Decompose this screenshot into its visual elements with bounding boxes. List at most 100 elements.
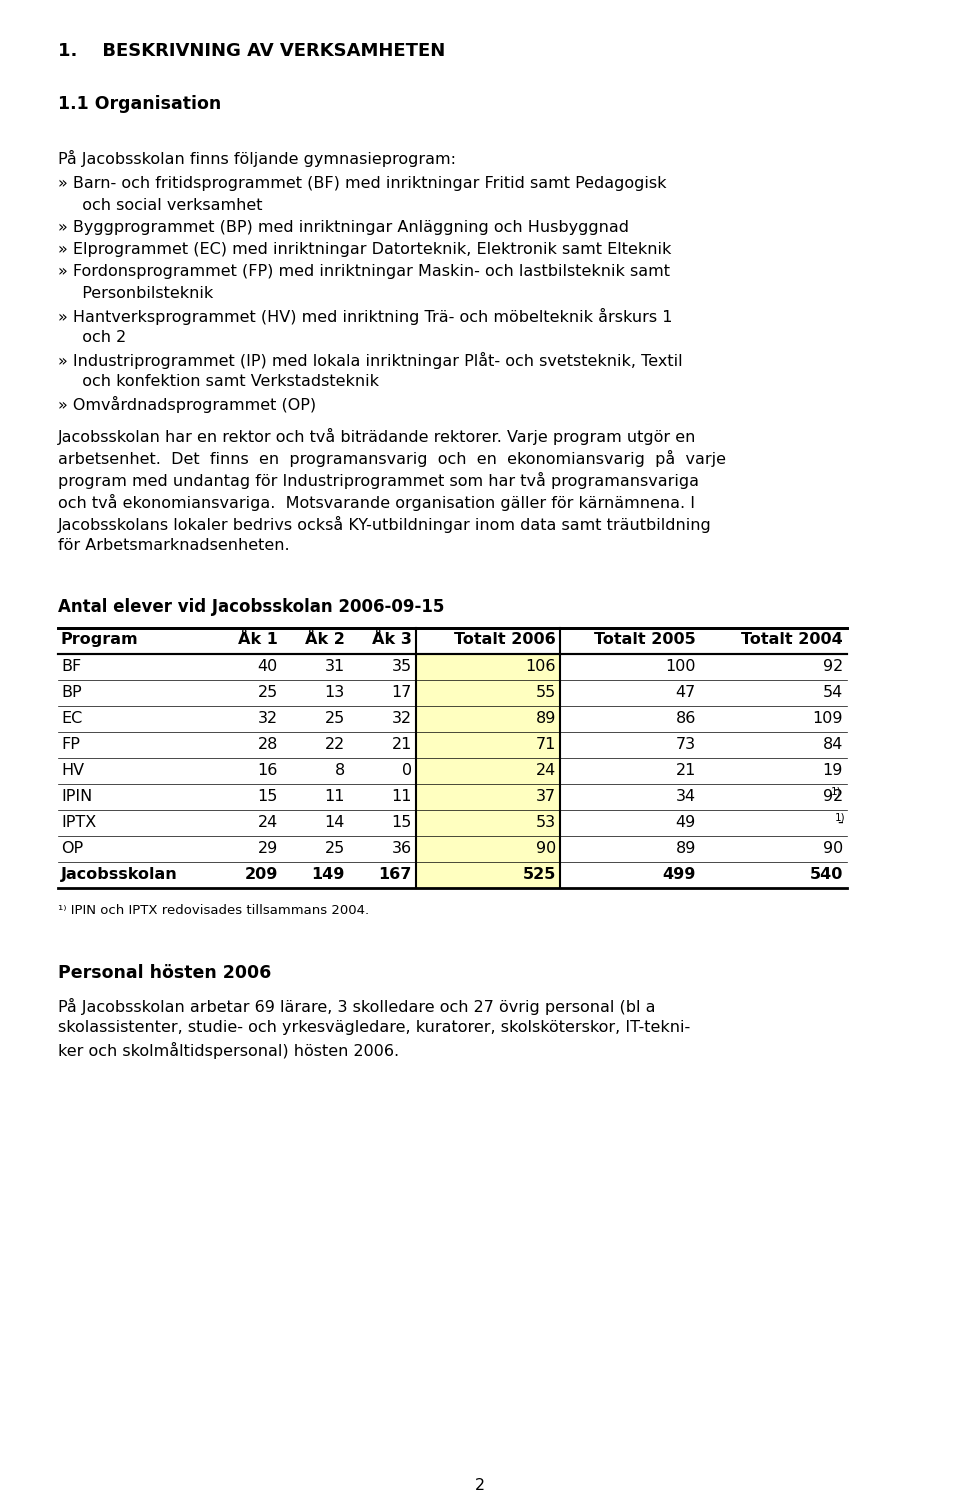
- Text: Totalt 2006: Totalt 2006: [454, 632, 556, 647]
- Text: 36: 36: [392, 841, 412, 856]
- Text: 89: 89: [676, 841, 696, 856]
- Text: 84: 84: [823, 737, 843, 752]
- Text: och två ekonomiansvariga.  Motsvarande organisation gäller för kärnämnena. I: och två ekonomiansvariga. Motsvarande or…: [58, 494, 695, 512]
- Text: 32: 32: [392, 710, 412, 725]
- Text: 24: 24: [536, 763, 556, 778]
- Text: 90: 90: [823, 841, 843, 856]
- Text: 19: 19: [823, 763, 843, 778]
- Text: arbetsenhet.  Det  finns  en  programansvarig  och  en  ekonomiansvarig  på  var: arbetsenhet. Det finns en programansvari…: [58, 450, 726, 467]
- Text: Jacobsskolan: Jacobsskolan: [61, 867, 178, 882]
- Text: Åk 2: Åk 2: [305, 632, 345, 647]
- Text: Personal hösten 2006: Personal hösten 2006: [58, 965, 272, 981]
- Text: 540: 540: [809, 867, 843, 882]
- Bar: [416, 835, 560, 862]
- Text: 47: 47: [676, 685, 696, 700]
- Text: » Byggprogrammet (BP) med inriktningar Anläggning och Husbyggnad: » Byggprogrammet (BP) med inriktningar A…: [58, 220, 629, 235]
- Text: program med undantag för Industriprogrammet som har två programansvariga: program med undantag för Industriprogram…: [58, 473, 699, 489]
- Text: 90: 90: [536, 841, 556, 856]
- Text: Åk 3: Åk 3: [372, 632, 412, 647]
- Bar: [416, 731, 560, 759]
- Text: 15: 15: [392, 816, 412, 829]
- Text: På Jacobsskolan finns följande gymnasieprogram:: På Jacobsskolan finns följande gymnasiep…: [58, 150, 456, 167]
- Text: för Arbetsmarknadsenheten.: för Arbetsmarknadsenheten.: [58, 537, 290, 552]
- Text: ker och skolmåltidspersonal) hösten 2006.: ker och skolmåltidspersonal) hösten 2006…: [58, 1041, 399, 1060]
- Text: och 2: och 2: [72, 330, 127, 345]
- Bar: [416, 706, 560, 731]
- Text: 13: 13: [324, 685, 345, 700]
- Text: 100: 100: [665, 659, 696, 674]
- Text: 149: 149: [312, 867, 345, 882]
- Text: 167: 167: [378, 867, 412, 882]
- Text: 71: 71: [536, 737, 556, 752]
- Text: Totalt 2004: Totalt 2004: [741, 632, 843, 647]
- Text: FP: FP: [61, 737, 80, 752]
- Bar: [416, 680, 560, 706]
- Text: 22: 22: [324, 737, 345, 752]
- Text: Personbilsteknik: Personbilsteknik: [72, 286, 213, 301]
- Text: » Fordonsprogrammet (FP) med inriktningar Maskin- och lastbilsteknik samt: » Fordonsprogrammet (FP) med inriktninga…: [58, 263, 670, 278]
- Text: och social verksamhet: och social verksamhet: [72, 199, 262, 214]
- Text: 1.1 Organisation: 1.1 Organisation: [58, 95, 221, 113]
- Text: 40: 40: [257, 659, 278, 674]
- Text: » Hantverksprogrammet (HV) med inriktning Trä- och möbelteknik årskurs 1: » Hantverksprogrammet (HV) med inriktnin…: [58, 309, 673, 325]
- Text: 17: 17: [392, 685, 412, 700]
- Bar: [416, 810, 560, 835]
- Bar: [416, 784, 560, 810]
- Text: Program: Program: [61, 632, 138, 647]
- Text: 24: 24: [257, 816, 278, 829]
- Text: 1): 1): [835, 813, 846, 823]
- Text: 21: 21: [676, 763, 696, 778]
- Text: 209: 209: [245, 867, 278, 882]
- Text: IPTX: IPTX: [61, 816, 96, 829]
- Text: 92: 92: [823, 789, 843, 804]
- Text: 11: 11: [324, 789, 345, 804]
- Text: OP: OP: [61, 841, 84, 856]
- Text: 14: 14: [324, 816, 345, 829]
- Text: 15: 15: [257, 789, 278, 804]
- Bar: [416, 862, 560, 888]
- Text: 73: 73: [676, 737, 696, 752]
- Text: » Barn- och fritidsprogrammet (BF) med inriktningar Fritid samt Pedagogisk: » Barn- och fritidsprogrammet (BF) med i…: [58, 176, 666, 191]
- Text: 8: 8: [335, 763, 345, 778]
- Text: EC: EC: [61, 710, 83, 725]
- Text: 25: 25: [324, 710, 345, 725]
- Text: På Jacobsskolan arbetar 69 lärare, 3 skolledare och 27 övrig personal (bl a: På Jacobsskolan arbetar 69 lärare, 3 sko…: [58, 998, 656, 1014]
- Text: » Omvårdnadsprogrammet (OP): » Omvårdnadsprogrammet (OP): [58, 396, 316, 412]
- Text: 31: 31: [324, 659, 345, 674]
- Text: Jacobsskolan har en rektor och två biträdande rektorer. Varje program utgör en: Jacobsskolan har en rektor och två biträ…: [58, 427, 696, 445]
- Text: HV: HV: [61, 763, 84, 778]
- Text: Totalt 2005: Totalt 2005: [594, 632, 696, 647]
- Text: 525: 525: [522, 867, 556, 882]
- Text: 21: 21: [392, 737, 412, 752]
- Text: 89: 89: [536, 710, 556, 725]
- Text: » Elprogrammet (EC) med inriktningar Datorteknik, Elektronik samt Elteknik: » Elprogrammet (EC) med inriktningar Dat…: [58, 242, 671, 257]
- Text: 106: 106: [525, 659, 556, 674]
- Text: 29: 29: [257, 841, 278, 856]
- Text: ¹⁾ IPIN och IPTX redovisades tillsammans 2004.: ¹⁾ IPIN och IPTX redovisades tillsammans…: [58, 905, 370, 917]
- Text: 54: 54: [823, 685, 843, 700]
- Text: skolassistenter, studie- och yrkesvägledare, kuratorer, skolsköterskor, IT-tekni: skolassistenter, studie- och yrkesvägled…: [58, 1020, 690, 1035]
- Text: BF: BF: [61, 659, 82, 674]
- Text: » Industriprogrammet (IP) med lokala inriktningar Plåt- och svetsteknik, Textil: » Industriprogrammet (IP) med lokala inr…: [58, 352, 683, 369]
- Text: 28: 28: [257, 737, 278, 752]
- Text: IPIN: IPIN: [61, 789, 92, 804]
- Text: 11: 11: [392, 789, 412, 804]
- Text: 16: 16: [257, 763, 278, 778]
- Text: 0: 0: [402, 763, 412, 778]
- Text: 53: 53: [536, 816, 556, 829]
- Text: 499: 499: [662, 867, 696, 882]
- Text: 32: 32: [258, 710, 278, 725]
- Text: 34: 34: [676, 789, 696, 804]
- Text: 1.    BESKRIVNING AV VERKSAMHETEN: 1. BESKRIVNING AV VERKSAMHETEN: [58, 42, 445, 60]
- Text: Åk 1: Åk 1: [238, 632, 278, 647]
- Text: 25: 25: [257, 685, 278, 700]
- Text: Jacobsskolans lokaler bedrivs också KY-utbildningar inom data samt träutbildning: Jacobsskolans lokaler bedrivs också KY-u…: [58, 516, 711, 533]
- Text: 1): 1): [831, 787, 842, 798]
- Bar: [416, 759, 560, 784]
- Text: 92: 92: [823, 659, 843, 674]
- Text: -: -: [837, 816, 843, 829]
- Text: Antal elever vid Jacobsskolan 2006-09-15: Antal elever vid Jacobsskolan 2006-09-15: [58, 597, 444, 616]
- Text: 2: 2: [475, 1478, 485, 1493]
- Bar: [416, 655, 560, 680]
- Text: 37: 37: [536, 789, 556, 804]
